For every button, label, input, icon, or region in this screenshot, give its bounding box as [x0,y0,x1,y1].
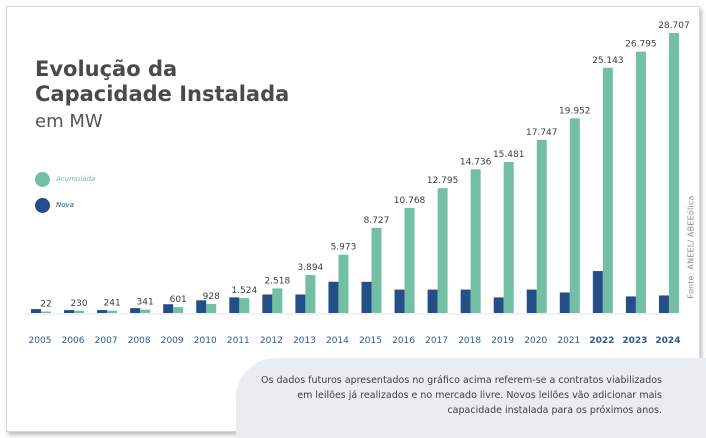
value-label-2005: 22 [40,300,51,310]
year-label-2007: 2007 [95,336,118,346]
value-label-2018: 14.736 [460,157,492,167]
bar-accumulated-2018 [470,169,481,313]
chart-title: Evolução da Capacidade Instalada [35,57,289,107]
year-label-2021: 2021 [557,336,580,346]
bar-new-2020 [526,289,537,313]
bar-accumulated-2016 [404,207,415,313]
bar-new-2013 [295,294,306,313]
bar-accumulated-2008 [140,309,151,313]
value-label-2015: 8.727 [364,216,390,226]
bar-new-2015 [361,281,372,313]
value-label-2011: 1.524 [231,286,257,296]
bar-accumulated-2022 [602,67,613,313]
bar-new-2014 [328,281,339,313]
bar-new-2009 [163,304,174,313]
bar-accumulated-2010 [206,303,217,313]
year-label-2023: 2023 [622,336,647,346]
bar-accumulated-2024 [668,33,679,313]
bar-new-2024 [658,295,669,313]
year-label-2019: 2019 [491,336,514,346]
year-label-2009: 2009 [161,336,184,346]
bar-new-2005 [31,309,41,313]
value-label-2008: 341 [137,298,154,308]
year-label-2016: 2016 [392,336,415,346]
bar-new-2010 [196,300,207,313]
bar-new-2019 [493,297,504,313]
value-label-2009: 601 [170,295,187,305]
bar-accumulated-2012 [272,288,283,313]
bar-accumulated-2015 [371,227,382,313]
year-label-2020: 2020 [524,336,547,346]
value-label-2010: 928 [203,292,220,302]
bar-accumulated-2011 [239,298,250,313]
bar-new-2016 [394,289,405,313]
year-label-2006: 2006 [62,336,85,346]
bar-accumulated-2005 [41,311,51,313]
bar-new-2021 [559,292,570,313]
value-label-2021: 19.952 [559,106,591,116]
year-label-2005: 2005 [29,336,52,346]
year-label-2018: 2018 [458,336,481,346]
chart-subtitle: em MW [35,111,103,132]
year-label-2015: 2015 [359,336,382,346]
year-label-2022: 2022 [589,336,614,346]
year-label-2012: 2012 [260,336,283,346]
value-label-2006: 230 [70,299,87,309]
bar-accumulated-2023 [635,51,646,313]
footnote: Os dados futuros apresentados no gráfico… [261,375,662,416]
bar-accumulated-2017 [437,188,448,313]
bar-accumulated-2014 [338,254,349,313]
chart-title-line-2: Capacidade Instalada [35,82,290,106]
legend-swatch-accumulated [35,171,50,187]
value-labels: 22 230 241 341 601 928 1.524 2.518 3.894 5.973 8.7… [40,21,689,310]
series-new-bars [31,271,669,313]
bar-accumulated-2013 [305,275,316,313]
x-axis-tick-labels: 2005 2006 2007 2008 2009 2010 2011 2012 2013 2014… [29,336,681,346]
value-label-2007: 241 [104,299,121,309]
bar-accumulated-2021 [569,118,580,314]
bar-new-2022 [592,271,603,313]
value-label-2013: 3.894 [298,263,324,273]
legend-item-new: Nova [35,193,95,217]
value-label-2014: 5.973 [331,243,357,253]
chart-title-line-1: Evolução da [35,57,178,81]
bar-new-2007 [97,310,108,313]
bar-new-2018 [460,289,471,313]
value-label-2017: 12.795 [427,176,459,186]
year-label-2011: 2011 [227,336,250,346]
note-panel [236,358,706,438]
value-label-2022: 25.143 [592,56,624,66]
bar-new-2006 [64,310,75,313]
value-label-2024: 28.707 [658,21,690,31]
bar-accumulated-2019 [503,162,514,313]
year-label-2017: 2017 [425,336,448,346]
legend: Acumulada Nova [35,167,95,219]
bar-new-2023 [625,296,636,313]
legend-label-accumulated: Acumulada [56,175,96,183]
legend-swatch-new [35,197,50,213]
value-label-2012: 2.518 [264,276,290,286]
value-label-2020: 17.747 [526,128,558,138]
year-label-2013: 2013 [293,336,316,346]
year-label-2014: 2014 [326,336,349,346]
value-label-2023: 26.795 [625,40,657,50]
value-label-2019: 15.481 [493,150,525,160]
bar-accumulated-2009 [173,307,184,313]
bar-new-2017 [427,289,438,313]
bar-new-2012 [262,294,273,313]
legend-label-new: Nova [56,201,74,209]
series-accumulated-bars [41,33,679,314]
year-label-2008: 2008 [128,336,151,346]
bar-new-2011 [229,297,240,313]
bar-new-2008 [130,308,141,313]
value-label-2016: 10.768 [394,196,426,206]
legend-item-accumulated: Acumulada [35,167,95,191]
year-label-2010: 2010 [194,336,217,346]
year-label-2024: 2024 [655,336,680,346]
bar-accumulated-2020 [536,139,547,313]
bar-accumulated-2007 [107,310,118,313]
bar-accumulated-2006 [74,310,85,313]
